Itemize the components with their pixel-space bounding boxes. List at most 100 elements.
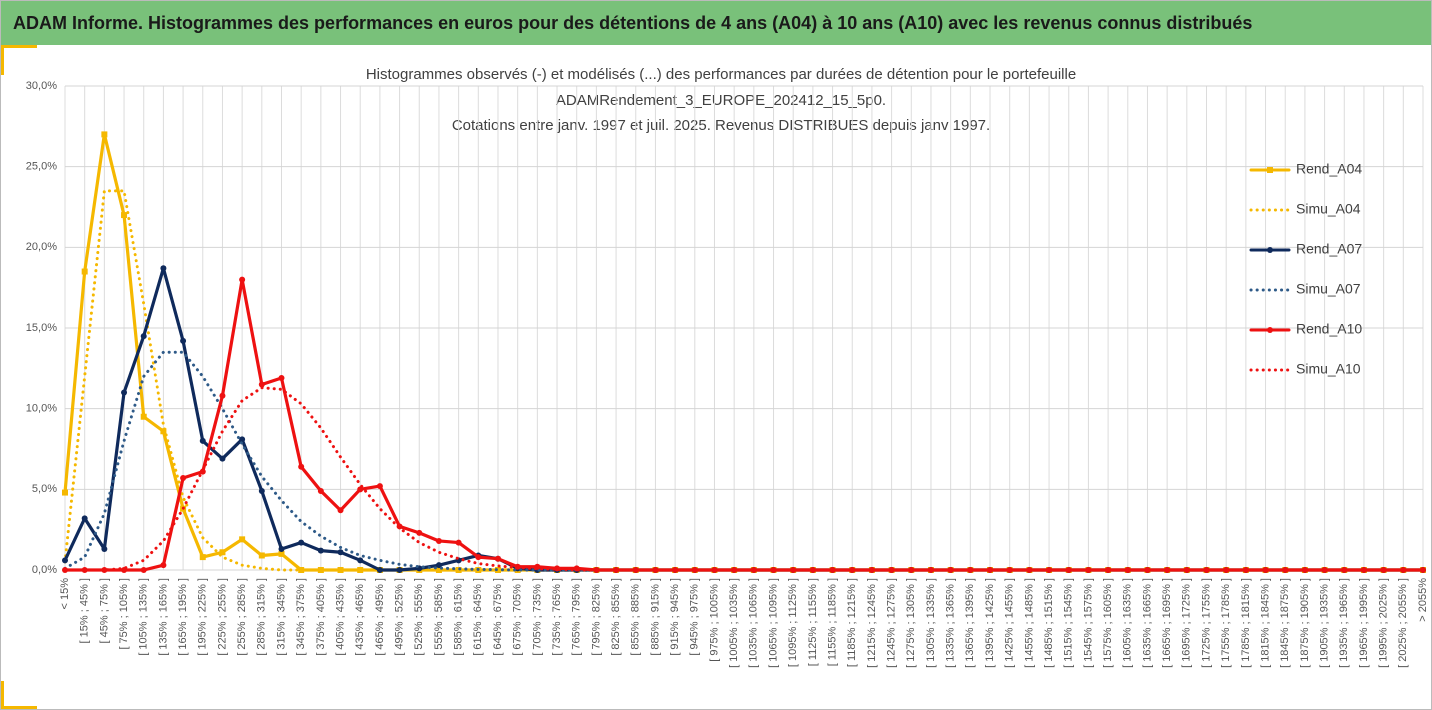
- marker: [81, 268, 88, 275]
- x-tick-label: [ 225% ; 255% ]: [216, 578, 228, 656]
- marker: [1242, 567, 1249, 573]
- marker: [416, 529, 423, 536]
- marker: [160, 265, 167, 272]
- x-tick-label: [ 1845% ; 1875% ]: [1279, 578, 1291, 668]
- series-line: [63, 350, 1425, 572]
- x-tick-label: [ 825% ; 855% ]: [610, 578, 622, 656]
- x-tick-label: [ 1635% ; 1665% ]: [1141, 578, 1153, 668]
- chart-title: Cotations entre janv. 1997 et juil. 2025…: [452, 117, 990, 134]
- accent: [1, 706, 37, 709]
- x-tick-label: [ 1005% ; 1035% ]: [728, 578, 740, 668]
- marker: [357, 557, 364, 564]
- x-tick-label: [ 15% ; 45% ]: [79, 578, 91, 643]
- legend-label: Simu_A07: [1296, 281, 1361, 297]
- marker: [376, 567, 383, 573]
- marker: [475, 554, 482, 561]
- x-tick-label: [ 1605% ; 1635% ]: [1122, 578, 1134, 668]
- x-tick-label: [ 1815% ; 1845% ]: [1259, 578, 1271, 668]
- x-tick-label: [ 615% ; 645% ]: [472, 578, 484, 656]
- marker: [81, 515, 88, 522]
- series-line: [63, 266, 1425, 572]
- x-tick-label: [ 1095% ; 1125% ]: [787, 578, 799, 667]
- accent: [1, 45, 37, 48]
- marker: [731, 567, 738, 573]
- x-tick-label: [ 555% ; 585% ]: [433, 578, 445, 656]
- y-tick-label: 15,0%: [26, 322, 57, 334]
- marker: [829, 567, 836, 573]
- x-tick-label: [ 795% ; 825% ]: [590, 578, 602, 656]
- marker: [1321, 567, 1328, 573]
- legend-label: Rend_A04: [1296, 161, 1362, 177]
- x-tick-label: [ 255% ; 285% ]: [236, 578, 248, 656]
- marker: [219, 549, 226, 556]
- marker: [258, 487, 265, 494]
- marker: [494, 555, 501, 562]
- marker: [435, 537, 442, 544]
- marker: [298, 463, 305, 470]
- x-tick-label: [ 1875% ; 1905% ]: [1299, 578, 1311, 668]
- marker: [199, 554, 206, 561]
- x-tick-label: [ 1755% ; 1785% ]: [1220, 578, 1232, 668]
- marker: [258, 381, 265, 388]
- x-tick-label: [ 1425% ; 1455% ]: [1004, 578, 1016, 668]
- x-tick-label: [ 1785% ; 1815% ]: [1240, 578, 1252, 668]
- series-line: [63, 278, 1425, 572]
- marker: [278, 375, 285, 382]
- marker: [1085, 567, 1092, 573]
- marker: [337, 549, 344, 556]
- marker: [1400, 567, 1407, 573]
- marker: [298, 567, 305, 573]
- marker: [376, 483, 383, 490]
- marker: [180, 475, 187, 482]
- marker: [258, 552, 265, 559]
- x-tick-label: [ 75% ; 105% ]: [118, 578, 130, 650]
- x-tick-label: [ 915% ; 945% ]: [669, 578, 681, 656]
- series-line: [63, 132, 1425, 572]
- marker: [239, 536, 246, 543]
- marker: [711, 567, 718, 573]
- series-line: [63, 386, 1425, 572]
- x-tick-label: [ 525% ; 555% ]: [413, 578, 425, 656]
- marker: [1420, 567, 1426, 573]
- marker: [1144, 567, 1151, 573]
- legend-label: Simu_A04: [1296, 201, 1361, 217]
- accent: [1, 45, 4, 75]
- legend-label: Simu_A10: [1296, 361, 1361, 377]
- x-tick-label: [ 1515% ; 1545% ]: [1063, 578, 1075, 668]
- x-tick-label: [ 975% ; 1005% ]: [708, 578, 720, 662]
- x-tick-label: [ 135% ; 165% ]: [157, 578, 169, 656]
- marker: [987, 567, 994, 573]
- x-tick-label: [ 885% ; 915% ]: [649, 578, 661, 656]
- marker: [62, 557, 68, 564]
- x-tick-label: [ 495% ; 525% ]: [393, 578, 405, 656]
- x-tick-label: [ 45% ; 75% ]: [98, 578, 110, 643]
- x-tick-label: [ 1335% ; 1365% ]: [945, 578, 957, 668]
- x-tick-label: [ 1305% ; 1335% ]: [925, 578, 937, 668]
- x-tick-label: [ 1275% ; 1305% ]: [905, 578, 917, 668]
- y-tick-label: 30,0%: [26, 80, 57, 92]
- marker: [1065, 567, 1072, 573]
- x-tick-label: [ 585% ; 615% ]: [453, 578, 465, 656]
- x-tick-label: [ 1485% ; 1515% ]: [1043, 578, 1055, 668]
- marker: [121, 212, 128, 219]
- marker: [199, 437, 206, 444]
- marker: [239, 436, 246, 443]
- legend-label: Rend_A10: [1296, 321, 1362, 337]
- marker: [101, 546, 108, 553]
- x-tick-label: [ 765% ; 795% ]: [571, 578, 583, 656]
- marker: [121, 389, 128, 396]
- legend-marker: [1267, 247, 1273, 253]
- x-tick-label: [ 1215% ; 1245% ]: [866, 578, 878, 668]
- marker: [278, 550, 285, 557]
- x-tick-label: [ 1035% ; 1065% ]: [748, 578, 760, 668]
- x-tick-label: < 15%: [59, 578, 71, 610]
- marker: [180, 337, 187, 344]
- x-tick-label: [ 1965% ; 1995% ]: [1358, 578, 1370, 668]
- x-tick-label: [ 465% ; 495% ]: [374, 578, 386, 656]
- chart-title: Histogrammes observés (-) et modélisés (…: [366, 66, 1076, 83]
- x-tick-label: [ 285% ; 315% ]: [256, 578, 268, 656]
- x-tick-label: [ 345% ; 375% ]: [295, 578, 307, 656]
- x-tick-label: [ 1545% ; 1575% ]: [1082, 578, 1094, 668]
